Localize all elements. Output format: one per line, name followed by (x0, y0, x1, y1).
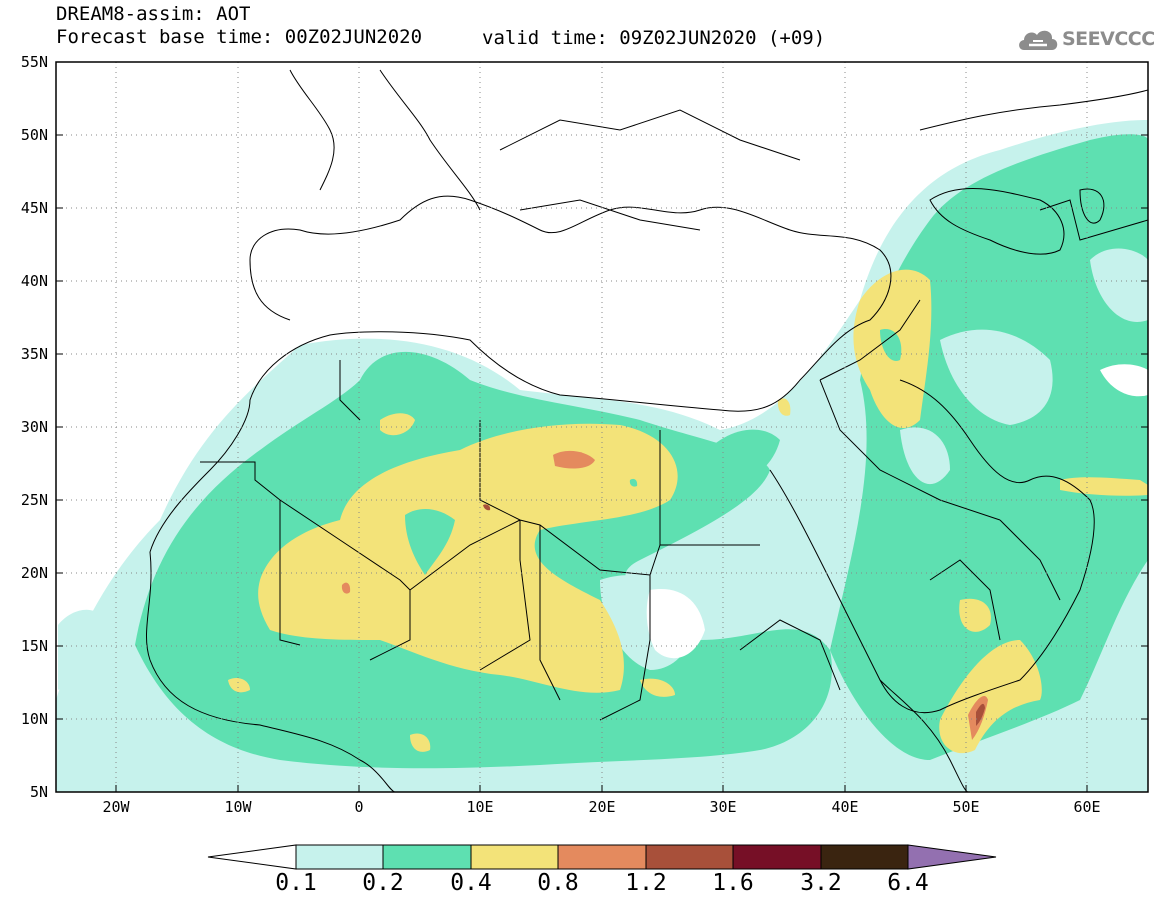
colorbar-swatch (382, 844, 472, 870)
colorbar-swatch (820, 844, 909, 870)
colorbar-under-triangle (207, 844, 297, 870)
lon-label: 50E (952, 798, 979, 816)
colorbar-label: 1.6 (712, 870, 754, 896)
lat-label: 40N (21, 272, 48, 290)
colorbar-swatch (557, 844, 647, 870)
cloud-icon (1019, 30, 1058, 50)
colorbar-label: 6.4 (887, 870, 929, 896)
lat-label: 30N (21, 418, 48, 436)
lat-label: 55N (21, 53, 48, 71)
lon-label: 20E (588, 798, 615, 816)
longitude-axis (115, 785, 1088, 792)
longitude-labels: 20W 10W 0 10E 20E 30E 40E 50E 60E (102, 798, 1100, 816)
lon-label: 0 (354, 798, 363, 816)
seevccc-logo: SEEVCCC (1016, 24, 1156, 54)
colorbar-over-triangle (907, 844, 997, 870)
lon-label: 10W (224, 798, 252, 816)
colorbar-label: 0.4 (450, 870, 492, 896)
map-title: DREAM8-assim: AOT (56, 3, 251, 25)
latitude-labels: 55N 50N 45N 40N 35N 30N 25N 20N 15N 10N … (21, 53, 48, 801)
aot-clear-pocket (646, 364, 1148, 659)
colorbar-swatch (645, 844, 734, 870)
lat-label: 50N (21, 126, 48, 144)
lat-label: 5N (30, 783, 48, 801)
gridlines (56, 62, 1148, 792)
colorbar-label: 0.2 (362, 870, 404, 896)
coastlines (145, 69, 1148, 792)
colorbar-swatch (470, 844, 559, 870)
lat-label: 25N (21, 491, 48, 509)
aot-field (56, 120, 1148, 792)
colorbar-label: 3.2 (800, 870, 842, 896)
valid-time: valid time: 09Z02JUN2020 (+09) (482, 27, 826, 49)
colorbar-label: 0.1 (275, 870, 317, 896)
lat-label: 45N (21, 199, 48, 217)
lat-label: 10N (21, 710, 48, 728)
forecast-base-time: Forecast base time: 00Z02JUN2020 (56, 26, 423, 48)
lon-label: 10E (466, 798, 493, 816)
logo-text: SEEVCCC (1062, 28, 1155, 50)
colorbar-label: 0.8 (537, 870, 579, 896)
aot-band-0.2-islands (405, 329, 902, 575)
lat-label: 20N (21, 564, 48, 582)
aot-band-1.2 (483, 504, 985, 726)
lon-label: 30E (709, 798, 736, 816)
country-borders (200, 109, 1148, 721)
lat-label: 35N (21, 345, 48, 363)
colorbar-swatch (295, 844, 384, 870)
colorbar-swatch (732, 844, 822, 870)
lon-label: 20W (102, 798, 130, 816)
colorbar (207, 844, 997, 870)
lat-label: 15N (21, 637, 48, 655)
latitude-axis (56, 61, 1148, 720)
colorbar-label: 1.2 (625, 870, 667, 896)
lon-label: 40E (831, 798, 858, 816)
lon-label: 60E (1073, 798, 1100, 816)
